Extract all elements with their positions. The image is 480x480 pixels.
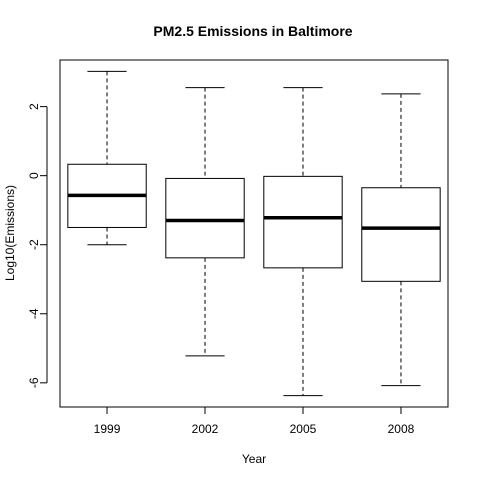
x-tick-label: 2002	[192, 422, 219, 436]
x-tick-label: 2005	[290, 422, 317, 436]
y-tick-label: -6	[27, 377, 41, 388]
box-iqr	[165, 177, 245, 259]
x-axis: 1999 2002 2005 2008	[94, 406, 415, 436]
y-axis: 2 0 -2 -4 -6	[27, 103, 48, 388]
chart-title: PM2.5 Emissions in Baltimore	[153, 23, 352, 39]
box-iqr	[361, 187, 441, 282]
y-tick-label: 2	[27, 103, 41, 110]
y-axis-label: Log10(Emissions)	[3, 185, 17, 281]
x-axis-label: Year	[242, 452, 266, 466]
box-group	[67, 70, 441, 397]
y-tick-label: -2	[27, 239, 41, 250]
box-iqr	[263, 175, 343, 269]
x-tick-label: 1999	[94, 422, 121, 436]
x-tick-label: 2008	[388, 422, 415, 436]
y-tick-label: -4	[27, 308, 41, 319]
y-tick-label: 0	[27, 172, 41, 179]
